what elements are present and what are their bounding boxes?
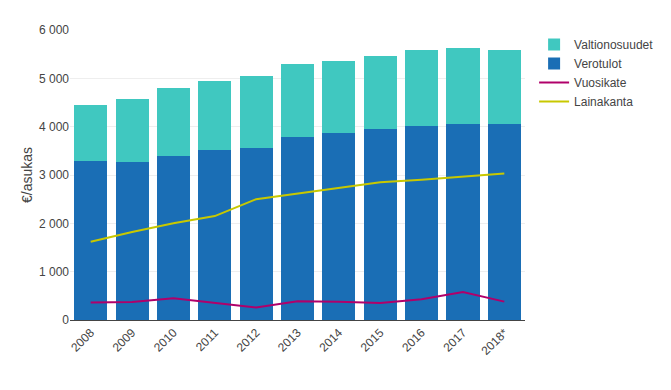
svg-text:2013: 2013 — [275, 326, 304, 355]
svg-text:2 000: 2 000 — [39, 217, 69, 231]
svg-text:2010: 2010 — [151, 326, 180, 355]
svg-text:Valtionosuudet: Valtionosuudet — [574, 38, 653, 52]
svg-text:Verotulot: Verotulot — [574, 57, 622, 71]
svg-text:2008: 2008 — [68, 326, 97, 355]
svg-text:Lainakanta: Lainakanta — [574, 95, 633, 109]
svg-text:2017: 2017 — [441, 326, 470, 355]
svg-text:2011: 2011 — [193, 326, 221, 354]
svg-text:6 000: 6 000 — [39, 23, 69, 37]
svg-text:2012: 2012 — [234, 326, 263, 355]
svg-text:0: 0 — [62, 313, 69, 327]
svg-text:3 000: 3 000 — [39, 168, 69, 182]
svg-text:5 000: 5 000 — [39, 72, 69, 86]
svg-text:€/asukas: €/asukas — [19, 147, 35, 203]
svg-text:2009: 2009 — [110, 326, 139, 355]
svg-text:4 000: 4 000 — [39, 120, 69, 134]
svg-text:Vuosikate: Vuosikate — [574, 76, 627, 90]
svg-text:2014: 2014 — [316, 326, 345, 355]
svg-text:2018*: 2018* — [479, 326, 511, 358]
svg-text:1 000: 1 000 — [39, 265, 69, 279]
svg-text:2016: 2016 — [399, 326, 428, 355]
svg-text:2015: 2015 — [358, 326, 387, 355]
